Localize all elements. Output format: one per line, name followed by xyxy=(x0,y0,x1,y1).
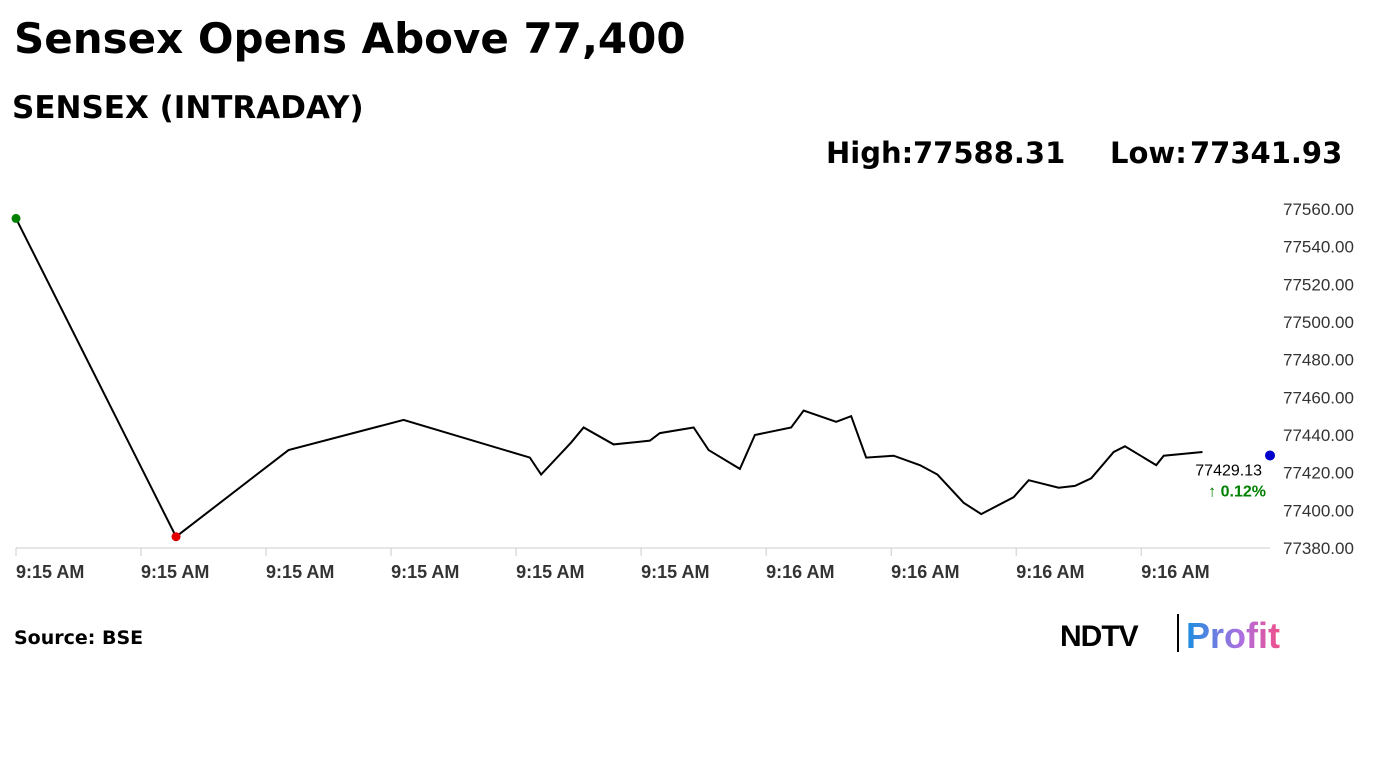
y-tick-label: 77480.00 xyxy=(1283,351,1354,370)
x-tick-label: 9:15 AM xyxy=(16,562,84,582)
x-tick-label: 9:16 AM xyxy=(891,562,959,582)
y-tick-label: 77560.00 xyxy=(1283,200,1354,219)
x-tick-label: 9:16 AM xyxy=(1016,562,1084,582)
low-point xyxy=(171,532,181,542)
low-label: Low: xyxy=(1110,136,1187,170)
y-tick-label: 77520.00 xyxy=(1283,275,1354,294)
change: ↑ 0.12% xyxy=(1208,483,1266,500)
y-tick-label: 77420.00 xyxy=(1283,464,1354,483)
brand-product: Profit xyxy=(1186,615,1280,656)
last-point xyxy=(1265,450,1275,461)
x-tick-label: 9:15 AM xyxy=(266,562,334,582)
start-point xyxy=(11,213,21,223)
y-tick-label: 77380.00 xyxy=(1283,539,1354,558)
last-value: 77429.13 xyxy=(1195,462,1262,479)
x-tick-label: 9:15 AM xyxy=(391,562,459,582)
x-tick-label: 9:15 AM xyxy=(641,562,709,582)
y-tick-label: 77400.00 xyxy=(1283,501,1354,520)
x-tick-label: 9:15 AM xyxy=(141,562,209,582)
price-line xyxy=(15,217,1203,539)
x-tick-label: 9:16 AM xyxy=(1141,562,1209,582)
y-tick-label: 77500.00 xyxy=(1283,313,1354,332)
source: Source: BSE xyxy=(14,627,143,649)
y-tick-label: 77540.00 xyxy=(1283,238,1354,257)
chart-title: Sensex Opens Above 77,400 xyxy=(14,14,686,63)
x-tick-label: 9:16 AM xyxy=(766,562,834,582)
x-tick-label: 9:15 AM xyxy=(516,562,584,582)
low-value: 77341.93 xyxy=(1190,136,1342,170)
y-tick-label: 77460.00 xyxy=(1283,388,1354,407)
y-tick-label: 77440.00 xyxy=(1283,426,1354,445)
brand: NDTV xyxy=(1060,620,1139,653)
chart-subtitle: SENSEX (INTRADAY) xyxy=(12,90,364,126)
high-label: High: xyxy=(826,136,913,170)
high-value: 77588.31 xyxy=(913,136,1065,170)
